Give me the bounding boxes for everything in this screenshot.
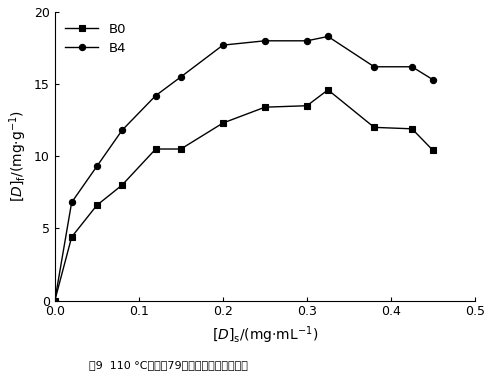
X-axis label: $[D]_{\mathrm{s}}$/(mg·mL$^{-1}$): $[D]_{\mathrm{s}}$/(mg·mL$^{-1}$)	[212, 324, 318, 346]
Line: B0: B0	[52, 87, 436, 304]
B0	[178, 147, 184, 151]
Y-axis label: $[D]_{\mathrm{f}}$/(mg·g$^{-1}$): $[D]_{\mathrm{f}}$/(mg·g$^{-1}$)	[7, 110, 29, 202]
B0	[430, 148, 436, 153]
B0	[69, 235, 75, 239]
B0	[304, 103, 310, 108]
B0	[371, 125, 377, 130]
B0	[409, 127, 415, 131]
B0	[325, 88, 331, 92]
Line: B4: B4	[52, 33, 436, 304]
B4	[409, 64, 415, 69]
B4	[178, 75, 184, 79]
Text: 图9  110 °C分散蓝79在纤维上的吸附等温线: 图9 110 °C分散蓝79在纤维上的吸附等温线	[89, 360, 247, 370]
Legend: B0, B4: B0, B4	[62, 19, 130, 59]
B0	[220, 121, 226, 125]
B4	[371, 64, 377, 69]
B0	[52, 298, 58, 303]
B0	[94, 203, 100, 208]
B4	[94, 164, 100, 169]
B4	[153, 93, 158, 98]
B4	[52, 298, 58, 303]
B0	[262, 105, 268, 110]
B4	[119, 128, 125, 133]
B0	[119, 183, 125, 187]
B4	[430, 77, 436, 82]
B4	[262, 39, 268, 43]
B4	[304, 39, 310, 43]
B4	[325, 34, 331, 39]
B0	[153, 147, 158, 151]
B4	[220, 43, 226, 47]
B4	[69, 200, 75, 205]
